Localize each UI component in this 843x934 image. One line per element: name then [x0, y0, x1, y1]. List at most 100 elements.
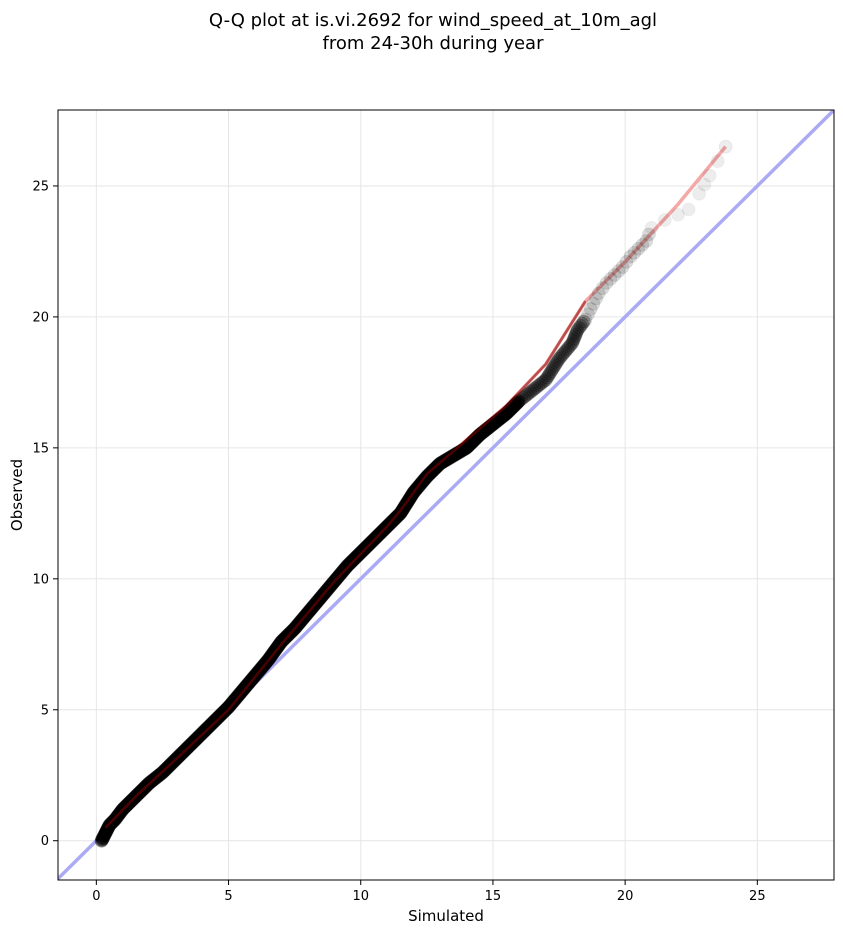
- quantile-point: [563, 338, 578, 352]
- quantile-point: [102, 819, 116, 833]
- quantile-point: [623, 249, 638, 264]
- quantile-point: [219, 702, 233, 717]
- quantile-point: [520, 387, 534, 402]
- grid: [58, 110, 834, 880]
- x-tick-label: 5: [224, 889, 232, 904]
- quantile-point: [100, 822, 115, 837]
- quantile-point: [639, 234, 654, 248]
- quantile-point: [581, 307, 596, 322]
- quantile-point: [423, 466, 438, 481]
- quantile-point: [572, 321, 587, 335]
- quantile-point: [550, 354, 565, 368]
- quantile-point: [575, 316, 590, 331]
- quantile-point: [208, 713, 223, 728]
- quantile-point: [422, 467, 437, 482]
- quantile-point: [546, 360, 561, 375]
- quantile-point: [549, 356, 564, 370]
- chart-title-line-2: from 24-30h during year: [323, 33, 545, 54]
- quantile-point: [583, 302, 598, 316]
- quantile-point: [95, 831, 110, 846]
- quantile-point: [443, 450, 458, 465]
- quantile-point: [681, 202, 696, 217]
- quantile-point: [644, 220, 659, 235]
- quantile-point: [586, 296, 601, 311]
- quantile-point: [100, 823, 114, 838]
- quantile-point: [218, 703, 233, 718]
- quantile-point: [671, 207, 685, 222]
- quantile-point: [553, 349, 568, 364]
- quantile-point: [570, 323, 585, 337]
- quantile-point: [529, 380, 544, 395]
- quantile-point: [557, 346, 571, 360]
- quantile-point: [568, 327, 583, 342]
- y-tick-label: 25: [32, 179, 49, 194]
- quantile-point: [214, 707, 228, 722]
- quantile-point: [565, 336, 580, 350]
- quantile-point: [555, 347, 570, 362]
- quantile-point: [393, 506, 408, 521]
- quantile-point: [207, 714, 222, 728]
- quantile-point: [217, 704, 232, 719]
- chart-title-line-1: Q-Q plot at is.vi.2692 for wind_speed_at…: [209, 10, 657, 31]
- axis-ticks: 0 5 10 15 20 25 0 5 10 15 20 25: [32, 179, 765, 904]
- quantile-point: [538, 372, 553, 387]
- quantile-point: [642, 227, 656, 242]
- y-tick-label: 5: [41, 703, 49, 718]
- quantile-point: [591, 286, 606, 301]
- quantile-point: [542, 366, 557, 381]
- quantile-point: [444, 450, 459, 464]
- quantile-point: [545, 362, 560, 377]
- quantile-point: [213, 708, 228, 723]
- quantile-point: [94, 833, 109, 848]
- quantile-point: [697, 177, 712, 192]
- quantile-point: [692, 186, 707, 201]
- quantile-point: [521, 386, 536, 401]
- quantile-point: [595, 281, 610, 295]
- quantile-point: [97, 828, 112, 843]
- x-tick-label: 15: [485, 889, 502, 904]
- quantile-point: [210, 711, 224, 726]
- quantile-point: [607, 268, 622, 282]
- quantile-point: [442, 451, 457, 466]
- quantile-point: [566, 334, 581, 348]
- quantile-point: [99, 824, 114, 839]
- x-axis-label: Simulated: [408, 907, 484, 925]
- quantile-point: [527, 381, 542, 396]
- fit-line-dense-segment: [104, 300, 587, 829]
- quantile-point: [210, 710, 225, 725]
- quantile-point: [96, 829, 111, 844]
- quantile-point: [215, 706, 229, 721]
- quantile-point: [340, 558, 355, 573]
- quantile-point: [631, 241, 646, 256]
- y-tick-label: 10: [32, 572, 49, 587]
- quantile-point: [603, 272, 618, 286]
- quantile-point: [567, 329, 582, 344]
- quantile-point: [611, 264, 626, 278]
- x-tick-label: 10: [352, 889, 369, 904]
- quantile-point: [95, 832, 110, 847]
- x-tick-label: 0: [92, 889, 100, 904]
- quantile-point: [514, 392, 529, 407]
- quantile-point: [544, 364, 558, 379]
- quantile-point: [212, 709, 227, 724]
- y-axis-label: Observed: [8, 459, 26, 531]
- x-tick-label: 20: [617, 889, 634, 904]
- quantile-point: [619, 255, 634, 269]
- quantile-point: [589, 291, 603, 306]
- x-tick-label: 25: [749, 889, 766, 904]
- quantile-point: [615, 260, 630, 275]
- quantile-point: [710, 154, 725, 168]
- quantile-point: [220, 701, 235, 715]
- quantile-point: [657, 213, 672, 227]
- quantile-point: [578, 312, 593, 327]
- quantile-point: [525, 383, 540, 398]
- quantile-point: [440, 452, 455, 467]
- quantile-point: [96, 830, 111, 845]
- quantile-point: [274, 634, 289, 649]
- quantile-point: [211, 710, 226, 724]
- quantile-point: [441, 451, 456, 466]
- quantile-point: [560, 342, 575, 356]
- quantile-point: [215, 705, 230, 720]
- quantile-point: [216, 705, 231, 719]
- quantile-point: [101, 821, 115, 836]
